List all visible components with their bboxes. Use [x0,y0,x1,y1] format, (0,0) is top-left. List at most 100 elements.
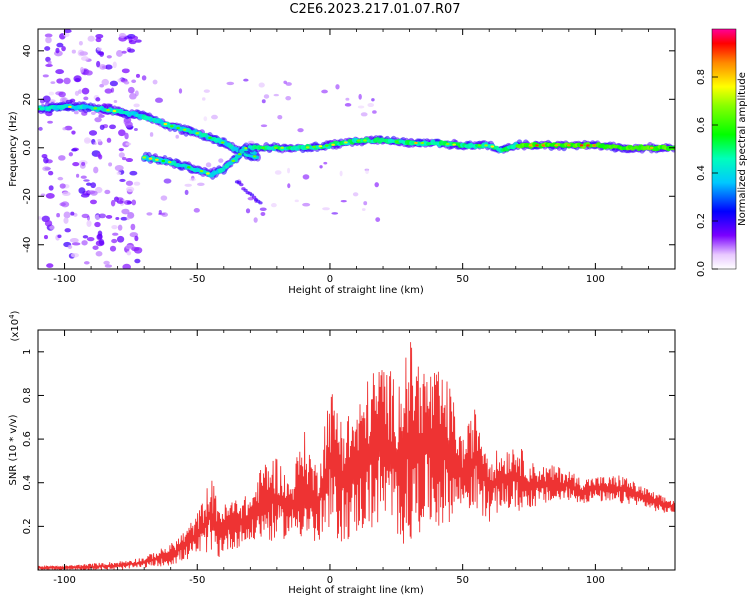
speckle-point [125,158,134,163]
ridge-peak [148,157,153,160]
speckle-point [135,73,141,78]
ridge-glow [249,193,255,197]
speckle-point [97,138,102,143]
speckle-point [44,220,53,227]
ridge-peak [176,126,180,130]
speckle-point [335,84,340,90]
speckle-point [61,45,66,52]
speckle-point [74,90,80,96]
y-tick-label: 20 [22,93,33,106]
speckle-point [211,114,218,120]
snr-y-axis-label: SNR (10 * v/v) [8,414,19,485]
speckle-point [125,180,134,186]
speckle-point [43,157,49,164]
speckle-point [106,137,112,143]
ridge-peak [93,107,98,110]
speckle-point [323,161,328,165]
ridge-glow [251,195,257,199]
speckle-point [63,29,72,34]
speckle-point [94,221,101,228]
speckle-point [189,178,197,182]
speckle-point [302,174,310,180]
ridge-peak [312,145,316,148]
snr-series-line [38,342,675,570]
speckle-point [44,46,51,51]
y-tick-label: 1 [22,349,33,355]
speckle-point [104,264,113,268]
speckle-point [285,82,292,86]
speckle-point [141,75,147,81]
ridge-peak [331,143,335,146]
speckle-point [375,217,381,222]
speckle-point [109,124,116,130]
ridge-peak [305,146,310,149]
x-tick-label: -100 [53,274,76,285]
y-tick-label: -40 [22,237,33,253]
speckle-point [98,213,106,219]
ridge-peak [420,141,425,145]
speckle-point [357,105,365,109]
speckle-point [118,148,124,152]
speckle-point [49,225,55,230]
speckle-point [352,192,359,197]
speckle-point [71,242,81,246]
speckle-point [99,83,105,88]
speckle-point [160,195,168,201]
ridge-peak [528,144,533,147]
speckle-point [45,36,52,44]
speckle-point [287,167,291,174]
speckle-point [95,33,104,39]
speckle-point [101,78,109,86]
ridge-peak [324,144,329,147]
speckle-point [163,178,172,184]
speckle-point [363,201,368,206]
speckle-point [83,261,90,265]
speckle-point [82,235,89,239]
speckle-point [184,189,189,195]
speckle-point [90,111,96,116]
speckle-point [47,60,52,65]
ridge-peak [244,147,248,150]
speckle-point [43,235,48,240]
speckle-point [83,179,90,182]
speckle-point [98,154,103,160]
speckle-point [38,216,42,220]
speckle-point [78,40,83,46]
ridge-peak [541,144,546,147]
snr-y-multiplier-base: (x10 [10,319,21,342]
speckle-point [131,199,137,206]
speckle-point [76,173,80,178]
ridge-peak [535,144,539,147]
speckle-point [80,56,89,61]
ridge-peak [199,170,204,173]
y-tick-label: 0.4 [22,475,33,491]
speckle-point [56,42,64,48]
speckle-point [116,235,125,243]
speckle-point [78,187,86,194]
speckle-point [68,152,74,157]
speckle-point [260,124,268,128]
speckle-point [113,100,118,104]
ridge-peak [477,144,482,147]
speckle-point [56,213,60,218]
speckle-point [261,99,266,104]
speckle-point [48,170,54,176]
ridge-peak [182,128,187,131]
colorbar-ticks: 0.0 0.2 0.4 0.6 0.8 [696,69,718,277]
ridge-peak [169,125,174,128]
speckle-point [42,74,49,78]
speckle-point [98,238,105,246]
speckle-point [63,77,71,85]
speckle-point [365,169,369,175]
ridge-peak [274,146,278,149]
speckle-point [123,119,130,125]
spectrogram-ridges [38,101,675,205]
speckle-point [79,51,89,56]
speckle-point [133,103,140,108]
speckle-point [70,252,79,258]
x-tick-label: 100 [586,274,605,285]
speckle-point [127,48,135,53]
speckle-point [119,178,126,183]
speckle-point [121,208,130,215]
speckle-point [85,70,93,76]
